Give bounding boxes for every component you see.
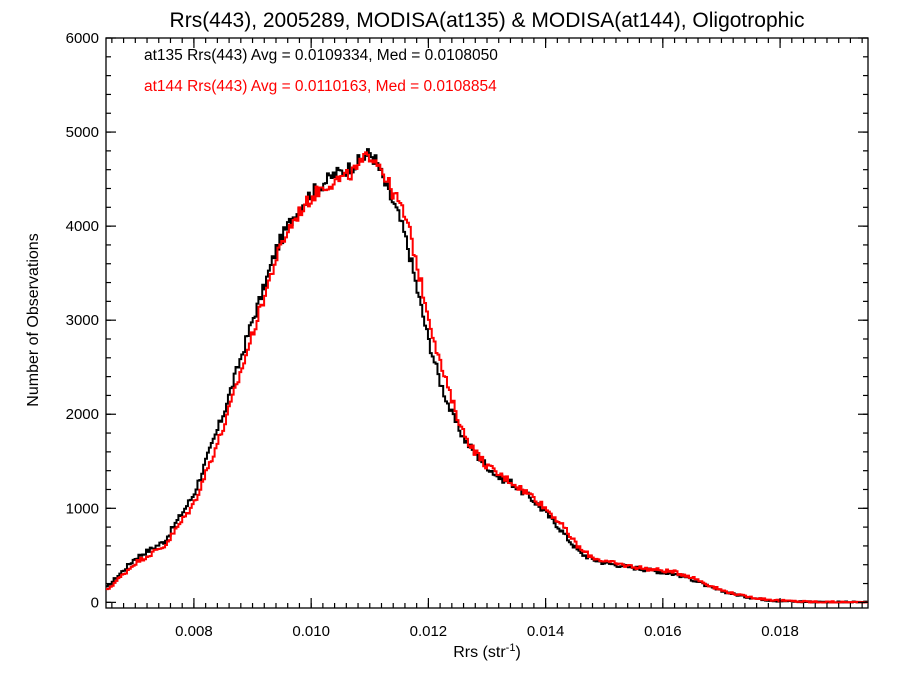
x-axis-label: Rrs (str-1) — [453, 642, 521, 661]
y-tick-label: 1000 — [66, 500, 99, 517]
y-tick-label: 2000 — [66, 406, 99, 423]
x-tick-label: 0.012 — [410, 623, 448, 640]
y-axis: 0 1000 2000 3000 4000 5000 6000 — [66, 30, 868, 611]
series-layer — [106, 148, 868, 604]
x-tick-label: 0.014 — [527, 623, 565, 640]
annotation-at144: at144 Rrs(443) Avg = 0.0110163, Med = 0.… — [144, 78, 497, 95]
y-axis-label: Number of Observations — [25, 233, 42, 406]
y-tick-label: 6000 — [66, 30, 99, 47]
x-tick-label: 0.008 — [175, 623, 213, 640]
annotation-at135: at135 Rrs(443) Avg = 0.0109334, Med = 0.… — [144, 47, 498, 64]
y-tick-label: 4000 — [66, 218, 99, 235]
y-tick-label: 3000 — [66, 312, 99, 329]
x-tick-label: 0.016 — [644, 623, 682, 640]
chart-title: Rrs(443), 2005289, MODISA(at135) & MODIS… — [170, 9, 805, 32]
x-axis: 0.008 0.010 0.012 0.014 0.016 0.018 — [111, 38, 863, 640]
y-tick-label: 0 — [91, 594, 99, 611]
x-tick-label: 0.010 — [292, 623, 330, 640]
series-at144 — [106, 151, 868, 604]
plot-frame — [105, 37, 869, 609]
x-tick-label: 0.018 — [761, 623, 799, 640]
y-tick-label: 5000 — [66, 124, 99, 141]
series-at135 — [106, 148, 868, 604]
